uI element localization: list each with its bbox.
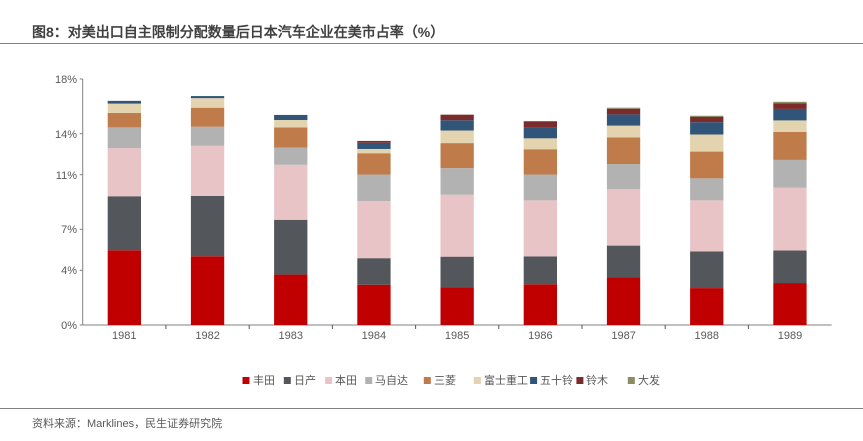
- svg-text:0%: 0%: [61, 320, 77, 332]
- svg-text:五十铃: 五十铃: [540, 373, 573, 387]
- svg-text:日产: 日产: [294, 373, 316, 387]
- svg-text:1985: 1985: [445, 330, 469, 342]
- svg-text:三菱: 三菱: [434, 374, 456, 387]
- svg-text:丰田: 丰田: [253, 374, 275, 387]
- svg-text:4%: 4%: [61, 265, 77, 277]
- svg-text:1982: 1982: [195, 330, 219, 342]
- svg-text:14%: 14%: [55, 129, 77, 141]
- svg-text:本田: 本田: [335, 373, 357, 387]
- svg-text:1989: 1989: [778, 330, 802, 342]
- svg-text:1981: 1981: [112, 330, 136, 342]
- svg-text:1987: 1987: [611, 330, 635, 342]
- svg-text:7%: 7%: [61, 224, 77, 236]
- svg-text:马自达: 马自达: [375, 374, 408, 387]
- svg-text:1983: 1983: [279, 330, 303, 342]
- svg-text:大发: 大发: [638, 373, 660, 387]
- svg-text:1986: 1986: [528, 330, 552, 342]
- svg-text:11%: 11%: [56, 170, 77, 182]
- svg-text:铃木: 铃木: [586, 373, 608, 387]
- svg-text:1988: 1988: [695, 330, 719, 342]
- svg-text:1984: 1984: [362, 330, 386, 342]
- svg-text:富士重工: 富士重工: [484, 373, 528, 387]
- svg-text:18%: 18%: [55, 74, 77, 86]
